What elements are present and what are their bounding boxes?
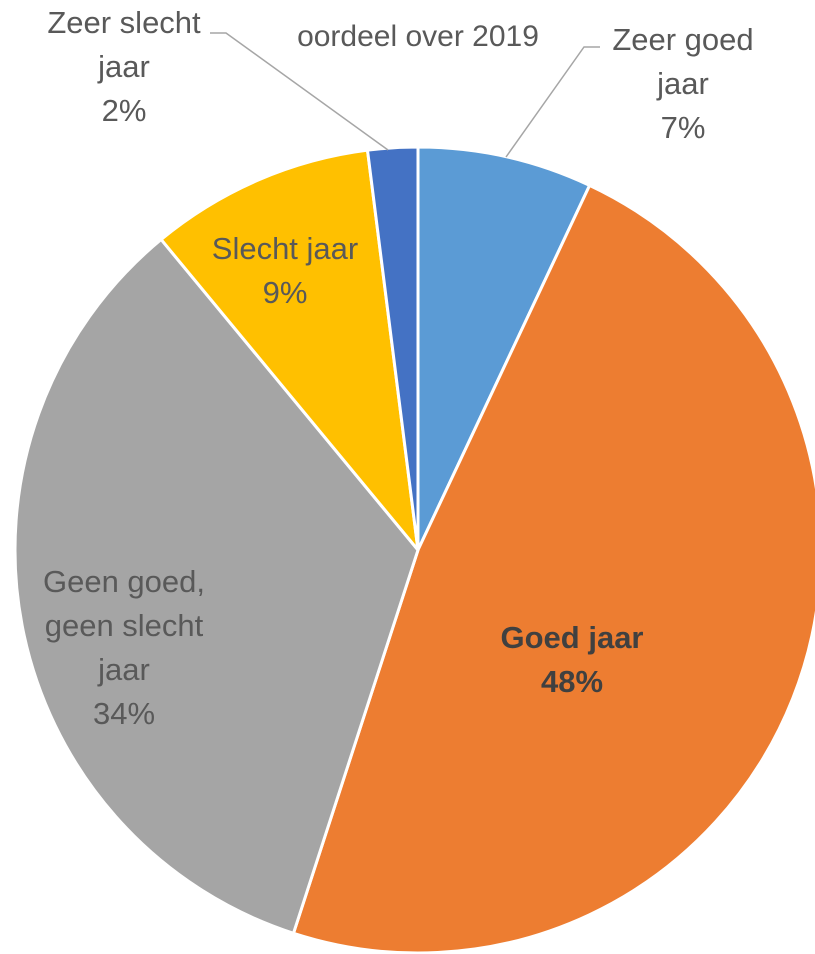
slice-value-label: 7%	[661, 110, 706, 145]
slice-category-label: jaar	[97, 652, 150, 687]
slice-category-label: jaar	[656, 66, 709, 101]
slice-value-label: 9%	[263, 275, 308, 310]
chart-title: oordeel over 2019	[297, 20, 539, 53]
slice-label-1: Zeer goed jaar 7%	[612, 22, 753, 145]
leader-line-1	[505, 46, 600, 158]
slice-category-label: Geen goed,	[43, 564, 205, 599]
slice-label-2: Goed jaar 48%	[501, 620, 644, 699]
slice-labels: Zeer goed jaar 7% Goed jaar 48% Geen goed, gee…	[43, 5, 754, 731]
slice-category-label: jaar	[97, 49, 150, 84]
slice-category-label: Zeer slecht	[47, 5, 201, 40]
slice-value-label: 34%	[93, 696, 155, 731]
pie-slice-2	[291, 183, 815, 954]
slice-value-label: 2%	[102, 93, 147, 128]
pie-slice-5	[365, 145, 420, 552]
slice-label-3: Geen goed, geen slecht jaar 34%	[43, 564, 205, 731]
slice-category-label: geen slecht	[45, 608, 204, 643]
slice-label-4: Slecht jaar 9%	[212, 231, 358, 310]
pie-slices	[13, 145, 815, 954]
pie-slice-4	[159, 148, 420, 552]
slice-category-label: Zeer goed	[612, 22, 753, 57]
leader-lines	[210, 32, 600, 158]
slice-label-5: Zeer slecht jaar 2%	[47, 5, 201, 128]
slice-category-label: Slecht jaar	[212, 231, 358, 266]
pie-slice-3	[13, 237, 420, 935]
slice-category-label: Goed jaar	[501, 620, 644, 655]
slice-value-label: 48%	[541, 664, 603, 699]
leader-line-5	[210, 32, 389, 151]
